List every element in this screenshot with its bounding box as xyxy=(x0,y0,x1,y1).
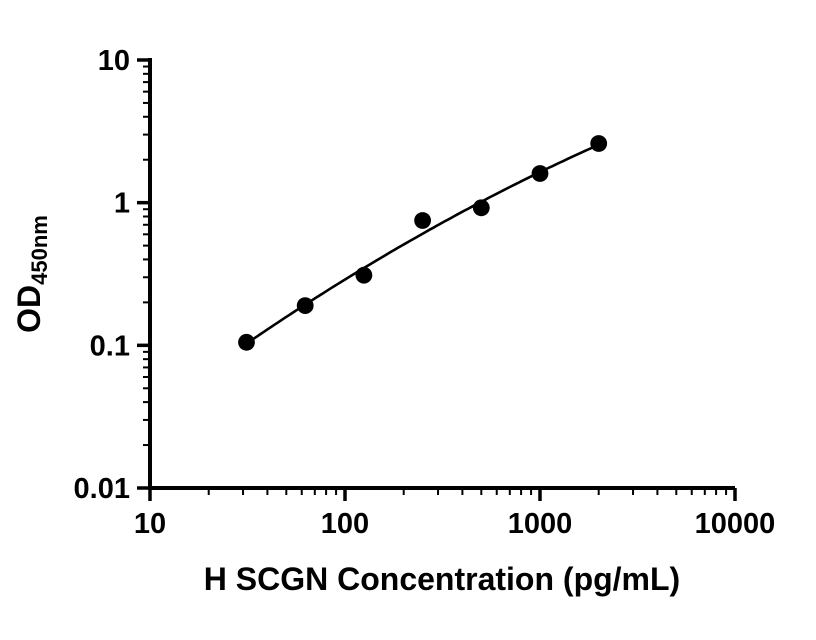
data-point xyxy=(238,333,255,351)
y-axis-title-main: OD xyxy=(11,285,47,333)
plot-area: 10 100 1000 10000 0.01 0.1 1 10 xyxy=(74,45,776,540)
data-point xyxy=(296,297,314,314)
x-tick-label: 10 xyxy=(134,508,166,540)
y-tick-label: 1 xyxy=(114,188,130,220)
y-tick-label: 0.1 xyxy=(90,330,130,362)
data-point xyxy=(590,135,608,152)
data-point xyxy=(355,266,373,284)
y-axis-title: OD450nm xyxy=(11,215,52,333)
y-tick-label: 10 xyxy=(98,45,130,77)
x-tick-label: 100 xyxy=(321,508,369,540)
x-tick-label: 10000 xyxy=(695,508,776,540)
y-axis-title-sub: 450nm xyxy=(27,215,52,285)
data-point xyxy=(472,199,490,217)
x-axis-title: H SCGN Concentration (pg/mL) xyxy=(204,561,680,597)
data-point xyxy=(531,165,549,182)
axes-line xyxy=(148,58,735,490)
x-tick-label: 1000 xyxy=(508,508,573,540)
y-tick-label: 0.01 xyxy=(74,473,130,505)
data-point xyxy=(414,212,431,229)
